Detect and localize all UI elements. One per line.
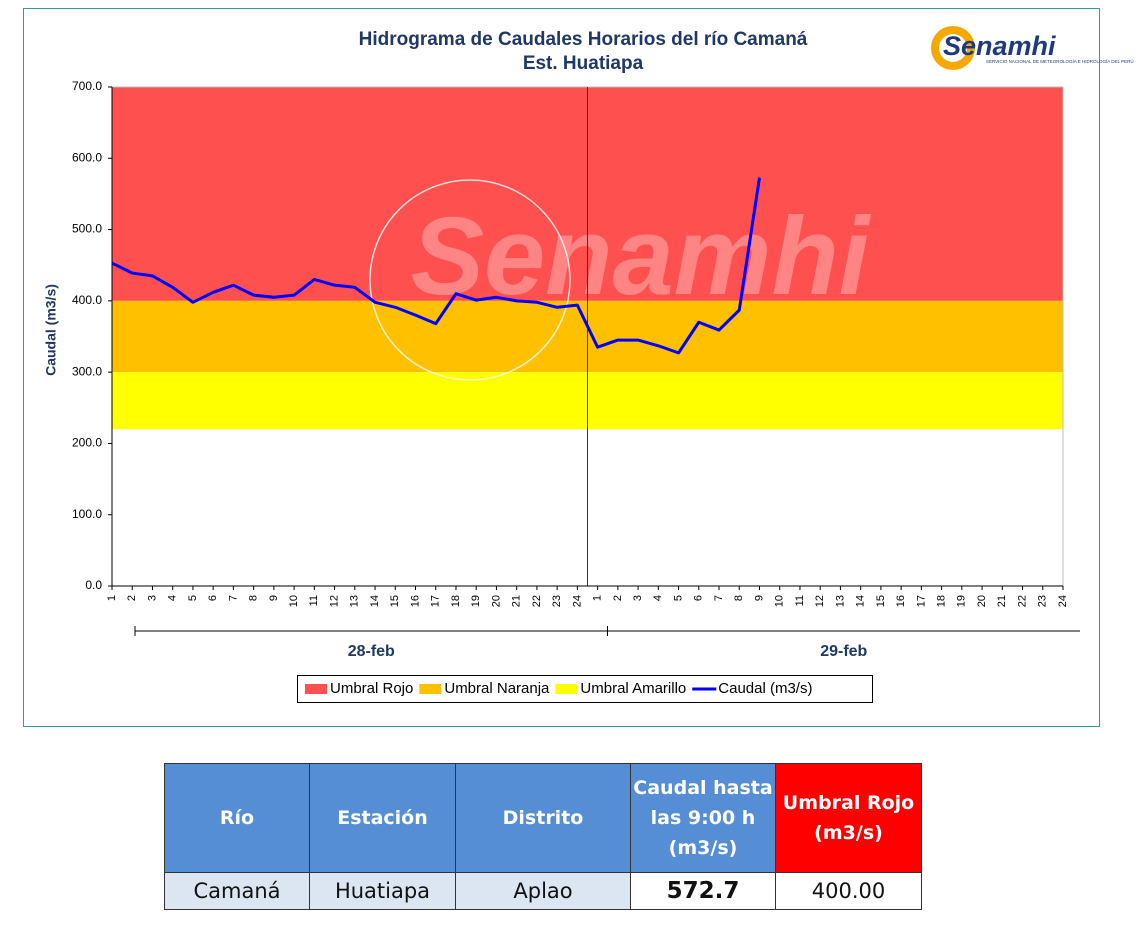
legend: Umbral Rojo Umbral Naranja Umbral Amarillo…	[297, 675, 873, 703]
x-tick-label: 15	[875, 595, 887, 607]
x-tick-label: 23	[1037, 595, 1049, 607]
x-tick-label: 20	[490, 595, 502, 607]
y-tick-label: 600.0	[72, 150, 102, 164]
chart-title: Hidrograma de Caudales Horarios del río …	[359, 29, 808, 50]
table-cell: Camaná	[164, 872, 310, 910]
x-tick-label: 20	[976, 595, 988, 607]
x-tick-label: 22	[531, 595, 543, 607]
chart-subtitle: Est. Huatiapa	[523, 53, 644, 74]
y-tick-label: 500.0	[72, 222, 102, 236]
x-tick-label: 13	[834, 595, 846, 607]
x-tick-label: 10	[288, 595, 300, 607]
summary-table: Río Estación Distrito Caudal hasta las 9…	[164, 763, 922, 910]
logo-sun-core	[939, 34, 967, 62]
y-tick-label: 300.0	[72, 364, 102, 378]
table-header: Río	[164, 763, 310, 873]
x-tick-label: 17	[430, 595, 442, 607]
x-tick-label: 4	[167, 595, 179, 601]
x-tick-label: 14	[369, 595, 381, 607]
table-header: Distrito	[455, 763, 631, 873]
x-tick-label: 18	[450, 595, 462, 607]
x-tick-label: 22	[1016, 595, 1028, 607]
group-label: 28-feb	[348, 643, 395, 660]
x-tick-label: 23	[551, 595, 563, 607]
x-tick-label: 5	[187, 595, 199, 601]
x-tick-label: 15	[389, 595, 401, 607]
plot-area: Senamhi0.0100.0200.0300.0400.0500.0600.0…	[72, 79, 1080, 660]
x-tick-label: 5	[672, 595, 684, 601]
logo-name: Senamhi	[943, 31, 1056, 61]
table-cell: Aplao	[455, 872, 631, 910]
legend-swatch	[555, 684, 578, 694]
table-cell: 400.00	[775, 872, 922, 910]
x-tick-label: 9	[268, 595, 280, 601]
x-tick-label: 16	[895, 595, 907, 607]
table-cell: 572.7	[630, 872, 776, 910]
y-tick-label: 400.0	[72, 293, 102, 307]
legend-label: Umbral Rojo	[330, 680, 413, 697]
x-tick-label: 7	[227, 595, 239, 601]
x-tick-label: 8	[733, 595, 745, 601]
x-tick-label: 3	[632, 595, 644, 601]
x-tick-label: 9	[753, 595, 765, 601]
legend-label: Caudal (m3/s)	[718, 680, 812, 697]
x-tick-label: 19	[956, 595, 968, 607]
x-tick-label: 13	[349, 595, 361, 607]
x-tick-label: 21	[511, 595, 523, 607]
x-tick-label: 4	[652, 595, 664, 601]
table-cell: Huatiapa	[309, 872, 456, 910]
table-header-row: Río Estación Distrito Caudal hasta las 9…	[164, 763, 922, 873]
x-tick-label: 12	[328, 595, 340, 607]
table-header: Caudal hasta las 9:00 h (m3/s)	[630, 763, 776, 873]
legend-frame	[297, 675, 873, 703]
x-tick-label: 24	[1057, 595, 1069, 607]
table-header: Estación	[309, 763, 456, 873]
y-tick-label: 200.0	[72, 436, 102, 450]
x-tick-label: 17	[915, 595, 927, 607]
legend-swatch	[305, 684, 327, 694]
logo-tagline: SERVICIO NACIONAL DE METEOROLOGÍA E HIDR…	[986, 58, 1134, 64]
x-tick-label: 2	[126, 595, 138, 601]
x-tick-label: 6	[207, 595, 219, 601]
x-tick-label: 10	[774, 595, 786, 607]
x-tick-label: 3	[146, 595, 158, 601]
x-tick-label: 2	[612, 595, 624, 601]
x-tick-label: 18	[936, 595, 948, 607]
x-tick-label: 12	[814, 595, 826, 607]
x-tick-label: 6	[693, 595, 705, 601]
x-tick-label: 16	[409, 595, 421, 607]
legend-label: Umbral Naranja	[444, 680, 550, 697]
flow-line	[111, 177, 761, 355]
x-tick-label: 8	[248, 595, 260, 601]
logo: Senamhi SERVICIO NACIONAL DE METEOROLOGÍ…	[931, 26, 1134, 70]
x-tick-label: 24	[571, 595, 583, 607]
table-row: Camaná Huatiapa Aplao 572.7 400.00	[164, 872, 922, 910]
table-header: Umbral Rojo (m3/s)	[775, 763, 922, 873]
y-axis-label: Caudal (m3/s)	[43, 284, 59, 376]
y-tick-label: 700.0	[72, 79, 102, 93]
x-tick-label: 1	[592, 595, 604, 601]
chart: Senamhi 0.0 100.0 200.0 300.0 400.0 500.0 600.0…	[23, 8, 1134, 727]
legend-label: Umbral Amarillo	[580, 680, 686, 697]
watermark-sun	[369, 179, 571, 381]
group-label: 29-feb	[820, 643, 867, 660]
x-tick-label: 1	[106, 595, 118, 601]
x-tick-label: 19	[470, 595, 482, 607]
x-tick-label: 14	[855, 595, 867, 607]
y-tick-label: 100.0	[72, 507, 102, 521]
y-tick-label: 0.0	[85, 578, 102, 592]
x-tick-label: 11	[308, 595, 320, 606]
x-tick-label: 7	[713, 595, 725, 601]
x-tick-label: 11	[794, 595, 806, 606]
x-tick-label: 21	[996, 595, 1008, 607]
legend-swatch	[419, 684, 442, 694]
